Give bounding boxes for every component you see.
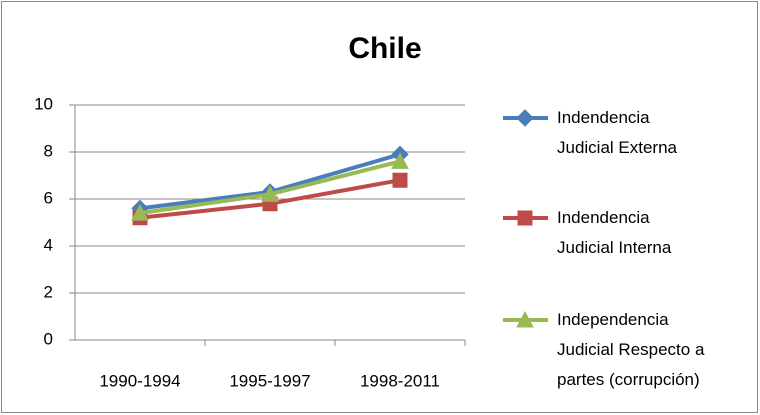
- legend-marker: [516, 310, 534, 328]
- legend-label: Independencia Judicial Respecto a partes…: [557, 310, 705, 389]
- legend-marker: [516, 109, 534, 127]
- data-marker: [131, 204, 149, 221]
- legend-marker: [517, 210, 533, 226]
- data-marker: [391, 152, 409, 169]
- y-tick-label: 10: [34, 94, 53, 113]
- y-tick-label: 4: [44, 235, 53, 254]
- x-tick-label: 1990-1994: [99, 371, 180, 390]
- y-tick-label: 6: [44, 188, 53, 207]
- legend-label: Indendencia Judicial Externa: [557, 108, 678, 157]
- x-tick-label: 1998-2011: [360, 371, 440, 390]
- legend-label: Indendencia Judicial Interna: [557, 208, 672, 257]
- x-tick-label: 1995-1997: [229, 371, 310, 390]
- data-marker: [392, 172, 408, 188]
- y-tick-label: 8: [44, 141, 53, 160]
- chart-title: Chile: [348, 32, 421, 65]
- data-marker: [261, 185, 279, 202]
- y-tick-label: 0: [44, 329, 53, 348]
- y-tick-label: 2: [44, 282, 53, 301]
